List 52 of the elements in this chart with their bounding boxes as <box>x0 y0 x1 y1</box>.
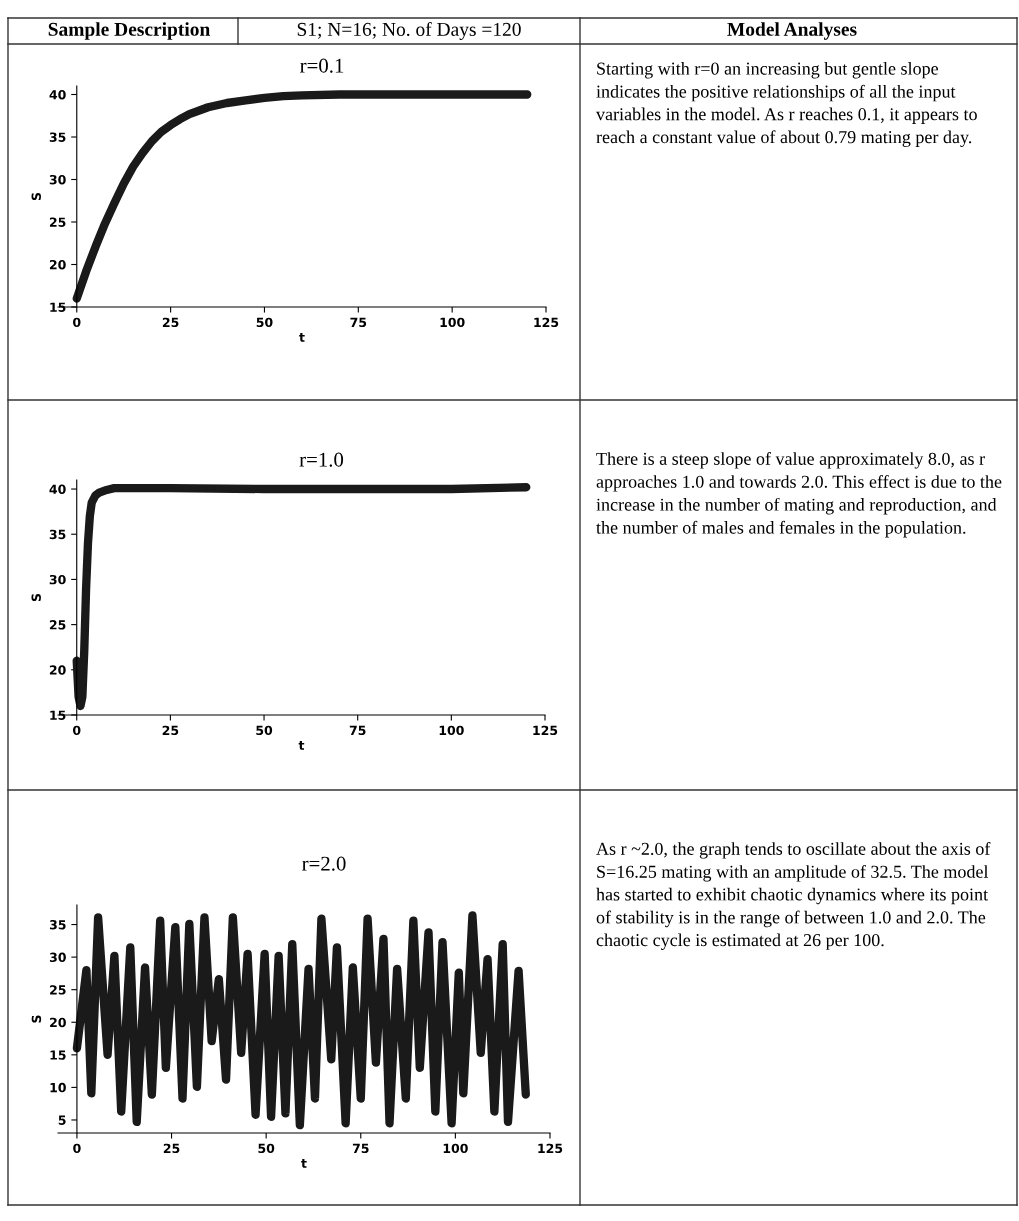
text: Sample Description <box>48 22 210 40</box>
x-axis-title: t <box>298 741 305 750</box>
y-tick-label: 25 <box>49 620 66 630</box>
y-axis-title: S <box>31 1015 42 1023</box>
x-tick-label: 125 <box>538 1143 563 1154</box>
text: Starting with r=0 an increasing but gentle slope indicates the positive relationships of all the input variables in the model. As r reaches 0.1, it appears to reach a constant value of about 0.79 mating per day. <box>596 62 977 147</box>
x-tick-label: 100 <box>439 725 464 736</box>
y-tick-label: 30 <box>49 952 66 963</box>
chart-title: r=0.1 <box>300 58 344 73</box>
text: S1; N=16; No. of Days =120 <box>297 22 521 40</box>
x-tick-label: 0 <box>73 1143 81 1154</box>
x-tick-label: 75 <box>349 725 366 736</box>
y-tick-label: 35 <box>49 132 66 142</box>
x-tick-label: 75 <box>352 1143 369 1154</box>
y-tick-label: 30 <box>49 574 66 585</box>
x-tick-label: 75 <box>350 317 367 328</box>
y-tick-label: 30 <box>49 174 66 185</box>
y-tick-label: 20 <box>49 259 66 270</box>
x-tick-label: 0 <box>73 317 81 328</box>
x-tick-label: 25 <box>162 725 179 736</box>
x-tick-label: 25 <box>162 317 179 328</box>
text: There is a steep slope of value approximately 8.0, as r approaches 1.0 and towards 2.0. This effect is due to the increase in the number of mating and reproduction, and the number of males and females in the population. <box>596 452 1002 538</box>
chart-title: r=1.0 <box>299 452 344 467</box>
text: Model Analyses <box>727 22 857 40</box>
x-tick-label: 25 <box>163 1143 180 1154</box>
y-tick-label: 20 <box>49 665 66 675</box>
y-tick-label: 10 <box>50 1082 66 1093</box>
y-tick-label: 15 <box>50 710 66 720</box>
y-tick-label: 20 <box>50 1017 66 1028</box>
x-tick-label: 50 <box>256 725 273 736</box>
y-axis-title: S <box>31 192 41 201</box>
y-tick-label: 40 <box>49 484 66 494</box>
x-tick-label: 125 <box>533 725 558 736</box>
x-tick-label: 125 <box>534 317 559 328</box>
y-tick-label: 15 <box>50 1050 66 1060</box>
y-tick-label: 25 <box>49 217 66 227</box>
y-tick-label: 25 <box>50 985 66 995</box>
x-tick-label: 0 <box>72 725 81 736</box>
text: As r ~2.0, the graph tends to oscillate about the axis of S=16.25 mating with an amplitude of 32.5. The model has started to exhibit chaotic dynamics where its point of stability is in the range of between 1.0 and 2.0. The chaotic cycle is estimated at 26 per 100. <box>596 842 991 950</box>
x-axis-title: t <box>299 333 305 342</box>
x-tick-label: 50 <box>256 317 273 328</box>
x-tick-label: 100 <box>440 317 465 328</box>
x-tick-label: 100 <box>443 1143 468 1154</box>
y-tick-label: 35 <box>49 920 66 930</box>
x-axis-title: t <box>301 1159 307 1168</box>
y-axis-title: S <box>31 593 41 602</box>
x-tick-label: 50 <box>258 1143 275 1154</box>
chart-title: r=2.0 <box>302 856 346 871</box>
y-tick-label: 40 <box>49 89 66 100</box>
y-tick-label: 5 <box>58 1115 66 1125</box>
y-tick-label: 35 <box>49 529 66 540</box>
y-tick-label: 15 <box>50 302 66 312</box>
